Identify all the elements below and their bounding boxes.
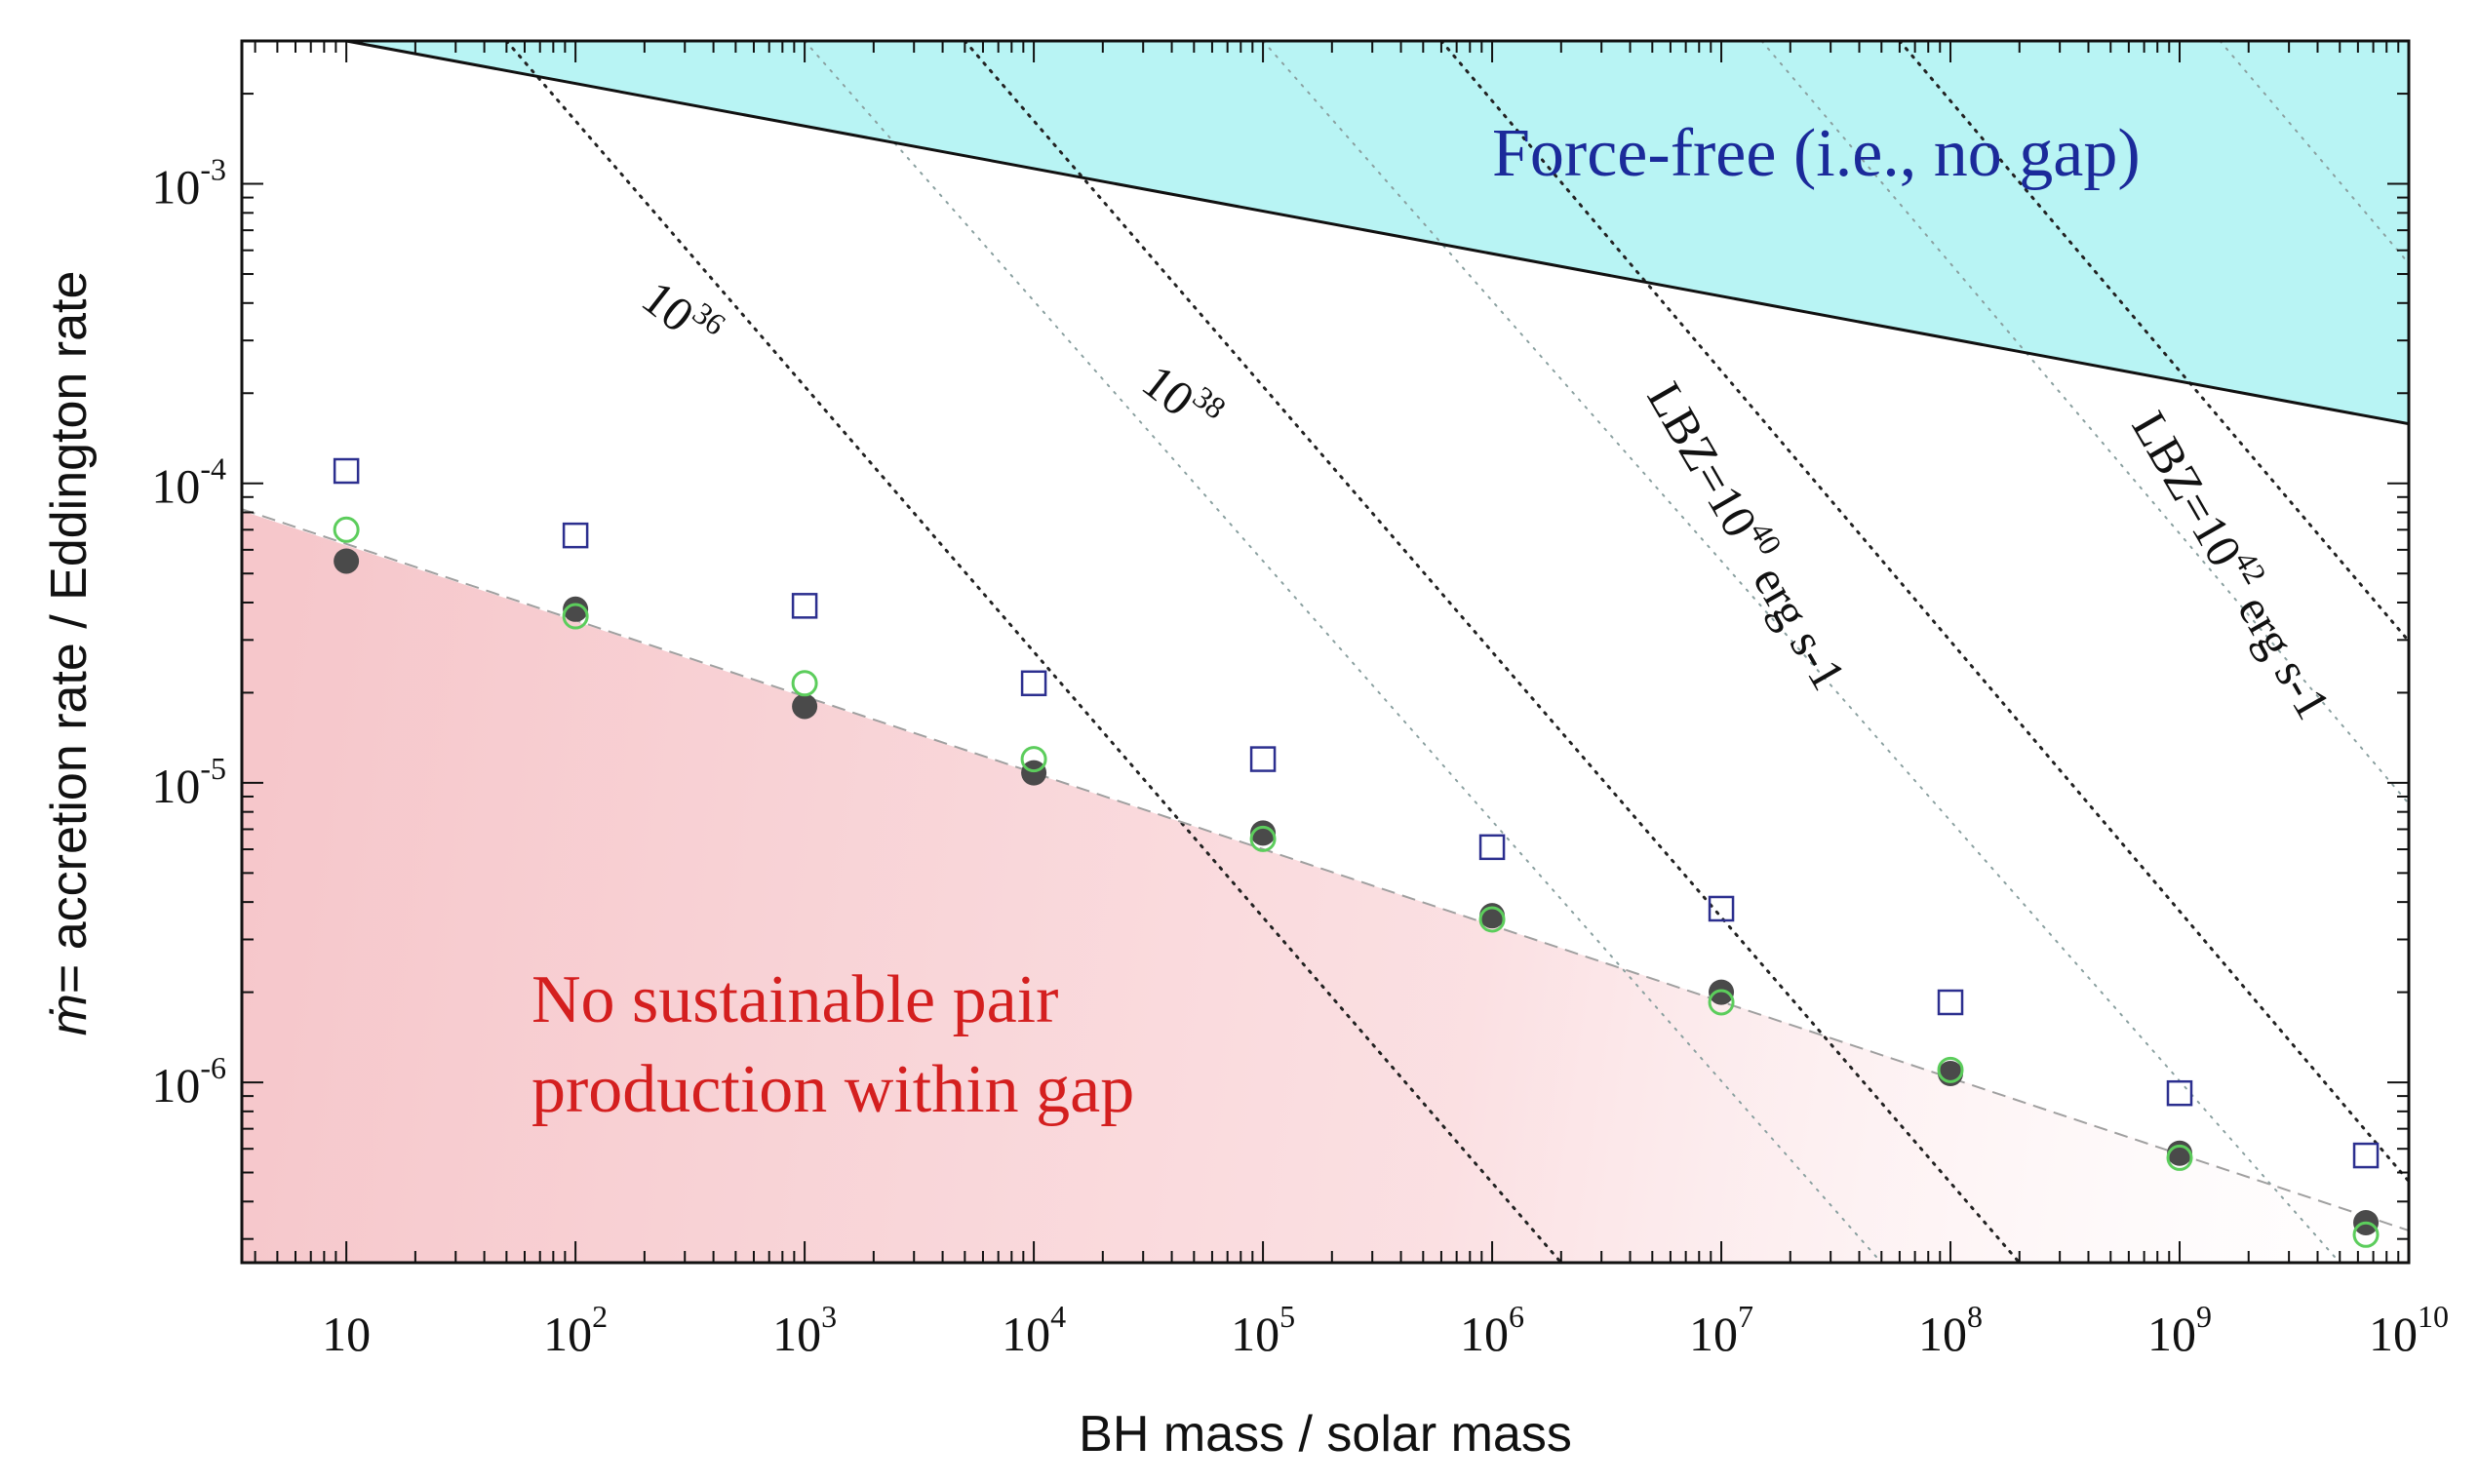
open-circle-marker-5 (1478, 906, 1506, 933)
filled-circle-marker-3 (1021, 760, 1047, 786)
filled-circle-marker-8 (2167, 1140, 2193, 1166)
force-free-region (346, 41, 2409, 423)
filled-circle-marker-0 (334, 548, 360, 574)
filled-circle-marker-1 (563, 596, 589, 622)
open-square-marker-7 (1937, 989, 1964, 1016)
x-tick-label: 10 (322, 1307, 371, 1361)
x-tick-label: 1010 (2369, 1299, 2449, 1361)
x-tick-label: 104 (1002, 1299, 1066, 1361)
x-tick-label: 105 (1231, 1299, 1295, 1361)
y-tick-label: 10-4 (151, 451, 226, 514)
open-square-marker-8 (2166, 1079, 2193, 1107)
isoline-label-42: LBZ=1042 erg s-1 (2121, 400, 2346, 728)
open-square-marker-9 (2352, 1142, 2380, 1169)
open-circle-marker-0 (333, 516, 360, 543)
force-free-label: Force-free (i.e., no gap) (1492, 116, 2141, 191)
faint-isoline-1 (1262, 41, 2341, 1263)
isoline-label-40: LBZ=1040 erg s-1 (1636, 371, 1862, 699)
open-circle-marker-8 (2166, 1144, 2193, 1171)
no-pair-label-line2: production within gap (531, 1052, 1134, 1127)
y-axis-label: ṁ= accretion rate / Eddington rate (41, 271, 98, 1036)
open-circle-marker-6 (1708, 989, 1735, 1016)
no-pair-production-region (242, 510, 2409, 1263)
isoline-label-38: 1038 (1132, 349, 1233, 446)
open-circle-marker-4 (1249, 825, 1277, 852)
open-square-marker-0 (333, 457, 360, 485)
x-tick-label: 107 (1689, 1299, 1753, 1361)
open-circle-marker-7 (1937, 1056, 1964, 1083)
open-circle-marker-1 (562, 603, 589, 630)
no-pair-label-line1: No sustainable pair (531, 962, 1058, 1037)
faint-isoline-0 (804, 41, 1883, 1263)
y-tick-label: 10-3 (151, 152, 226, 215)
open-square-marker-5 (1478, 834, 1506, 861)
open-square-marker-3 (1020, 670, 1047, 697)
x-axis-label: BH mass / solar mass (1079, 1406, 1572, 1463)
plot-frame (240, 39, 2411, 1265)
open-square-marker-6 (1708, 895, 1735, 922)
x-tick-label: 102 (543, 1299, 608, 1361)
y-tick-label: 10-5 (151, 751, 226, 813)
filled-circle-marker-2 (792, 693, 818, 720)
faint-isoline-2 (1760, 41, 2409, 805)
dashed-fit-line (242, 508, 2409, 1232)
isoline-38 (963, 41, 2022, 1263)
open-circle-marker-3 (1020, 746, 1047, 773)
isoline-label-36: 1036 (632, 265, 732, 362)
force-free-boundary-line (345, 41, 2409, 426)
x-tick-label: 103 (772, 1299, 837, 1361)
filled-circle-marker-4 (1250, 820, 1277, 846)
open-circle-marker-9 (2352, 1221, 2380, 1248)
y-tick-label: 10-6 (151, 1050, 226, 1113)
x-tick-label: 108 (1918, 1299, 1983, 1361)
svg-text:ṁ= accretion rate / Eddington: ṁ= accretion rate / Eddington rate (41, 271, 98, 1036)
open-square-marker-1 (562, 522, 589, 549)
open-square-marker-4 (1249, 746, 1277, 772)
x-tick-label: 106 (1460, 1299, 1524, 1361)
isoline-36 (504, 41, 1563, 1263)
open-circle-marker-2 (791, 670, 818, 697)
filled-circle-marker-6 (1709, 979, 1735, 1005)
open-square-marker-2 (791, 593, 818, 619)
x-tick-label: 109 (2147, 1299, 2212, 1361)
isoline-40 (1439, 41, 2409, 1184)
mdot-symbol: ṁ (41, 994, 98, 1035)
